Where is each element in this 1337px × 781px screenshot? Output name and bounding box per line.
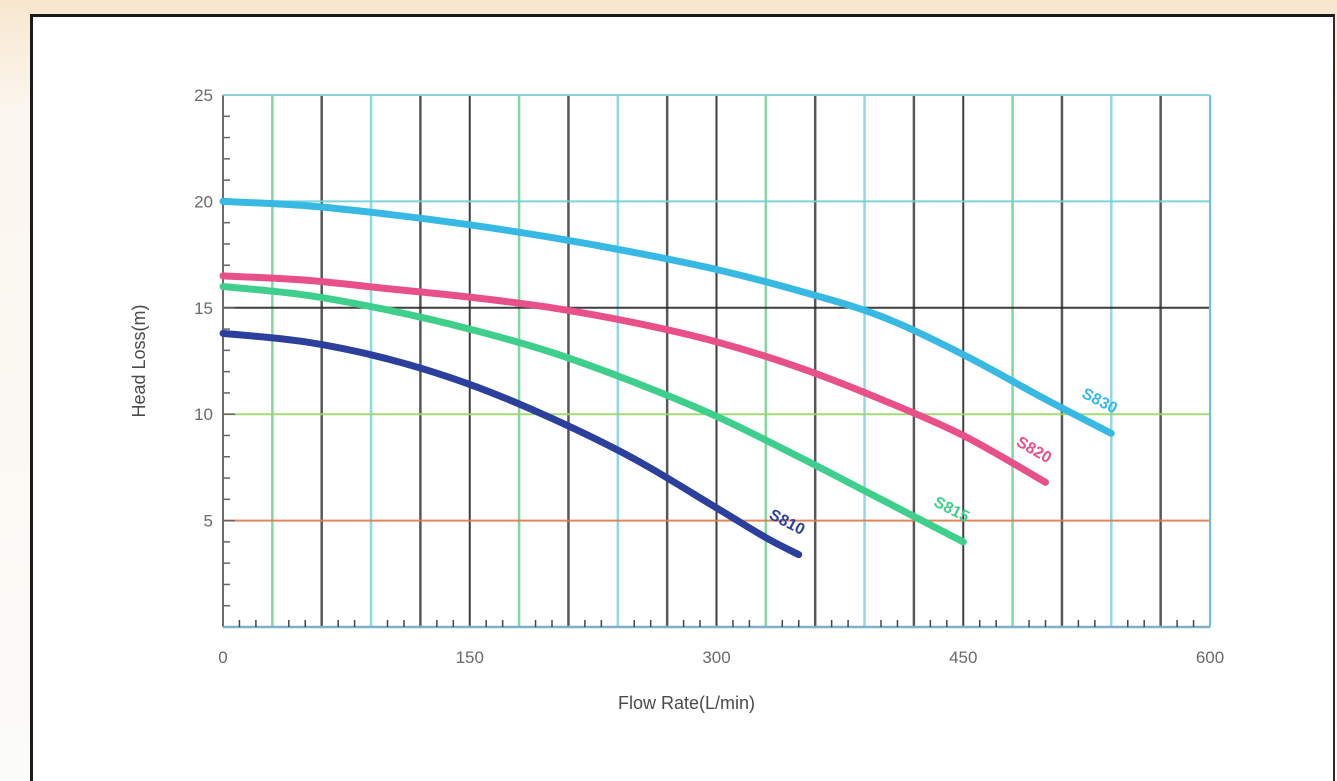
series-line-s810 xyxy=(219,329,803,559)
labels: Flow Rate(L/min) Head Loss(m) xyxy=(129,304,755,713)
series-line-s820 xyxy=(219,272,1049,486)
grid xyxy=(223,94,1210,627)
x-tick-label: 150 xyxy=(456,648,484,667)
y-axis-label: Head Loss(m) xyxy=(129,304,149,417)
x-tick-label: 600 xyxy=(1196,648,1224,667)
x-axis-label: Flow Rate(L/min) xyxy=(618,693,755,713)
y-tick-label: 25 xyxy=(194,86,213,105)
axes: 0 150 300 450 600 5 10 15 20 25 xyxy=(194,86,1224,667)
y-tick-label: 10 xyxy=(194,405,213,424)
series-line-s830 xyxy=(219,197,1115,437)
x-tick-label: 450 xyxy=(949,648,977,667)
x-tick-label: 300 xyxy=(702,648,730,667)
x-tick-label: 0 xyxy=(218,648,227,667)
y-tick-label: 15 xyxy=(194,299,213,318)
chart-frame: 0 150 300 450 600 5 10 15 20 25 S810 S815 S820 S830 … xyxy=(30,14,1335,781)
y-tick-label: 5 xyxy=(204,512,213,531)
y-tick-label: 20 xyxy=(194,192,213,211)
series-line-s815 xyxy=(219,283,967,546)
